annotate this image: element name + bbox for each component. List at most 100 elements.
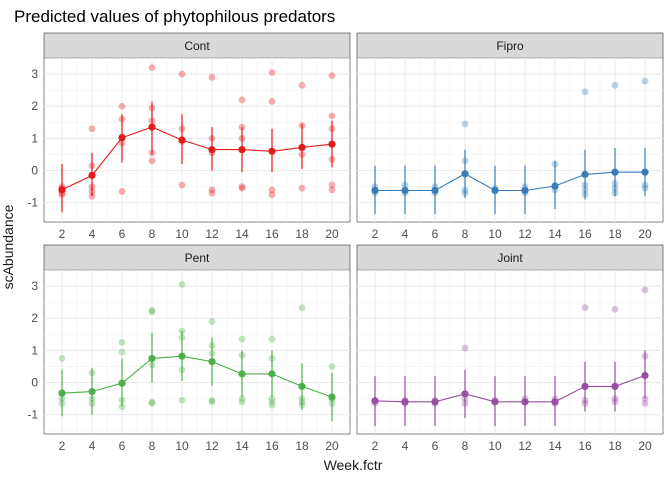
observation-point-cont	[238, 96, 246, 104]
y-tick-label: 1	[31, 131, 38, 145]
fit-point-cont	[328, 140, 336, 148]
facet-strip-joint	[356, 244, 664, 271]
y-axis-label: scAbundance	[0, 204, 16, 289]
fit-point-pent	[118, 379, 126, 387]
facet-strip-pent	[43, 244, 351, 271]
fit-point-pent	[148, 354, 156, 363]
observation-point-cont	[208, 186, 216, 194]
observation-point-pent	[148, 306, 156, 314]
observation-point-pent	[268, 395, 276, 403]
facet-label-cont: Cont	[184, 39, 210, 53]
observation-point-pent	[238, 335, 246, 343]
observation-point-cont	[328, 181, 336, 189]
x-tick-label: 14	[235, 227, 249, 241]
y-tick-label: 0	[31, 376, 38, 390]
facet-label-joint: Joint	[497, 251, 523, 265]
fit-point-pent	[268, 370, 276, 378]
observation-point-cont	[328, 72, 336, 80]
x-tick-label: 18	[295, 227, 309, 241]
x-tick-label: 12	[518, 227, 532, 241]
fit-point-cont	[118, 134, 126, 142]
fit-point-cont	[268, 147, 276, 155]
fit-point-joint	[371, 397, 379, 405]
fit-point-cont	[58, 186, 66, 194]
fit-point-joint	[551, 398, 559, 406]
observation-point-pent	[148, 398, 156, 406]
x-tick-label: 8	[149, 227, 156, 241]
y-tick-label: 1	[31, 343, 38, 357]
fit-point-cont	[298, 143, 306, 151]
observation-point-cont	[238, 183, 246, 191]
observation-point-cont	[208, 189, 216, 197]
observation-point-cont	[178, 70, 186, 78]
fit-point-fipro	[551, 182, 559, 190]
observation-point-pent	[268, 398, 276, 406]
observation-point-pent	[178, 281, 186, 288]
observation-point-fipro	[611, 81, 619, 89]
fit-point-fipro	[461, 170, 469, 178]
observation-point-pent	[238, 398, 246, 406]
x-tick-label: 16	[578, 439, 592, 453]
observation-point-cont	[298, 184, 306, 192]
observation-point-pent	[208, 398, 216, 406]
x-tick-label: 4	[89, 227, 96, 241]
x-tick-label: 4	[402, 439, 409, 453]
observation-point-pent	[178, 396, 186, 404]
x-tick-label: 10	[175, 439, 189, 453]
fit-point-fipro	[611, 168, 619, 176]
observation-point-pent	[58, 355, 66, 362]
x-tick-label: 4	[89, 439, 96, 453]
fit-point-fipro	[431, 186, 439, 195]
y-tick-label: 3	[31, 279, 38, 293]
y-tick-label: 2	[31, 99, 38, 113]
fit-point-cont	[148, 123, 156, 131]
fit-point-fipro	[401, 186, 409, 195]
x-tick-label: 2	[372, 439, 379, 453]
x-tick-label: 14	[548, 439, 562, 453]
fit-point-fipro	[521, 186, 529, 195]
fit-point-cont	[208, 146, 216, 154]
x-tick-label: 10	[488, 439, 502, 453]
observation-point-cont	[178, 181, 186, 189]
x-tick-label: 18	[608, 439, 622, 453]
fit-point-joint	[611, 382, 619, 391]
observation-point-cont	[208, 73, 216, 81]
observation-point-cont	[148, 64, 156, 72]
fit-line-joint	[374, 374, 646, 403]
x-tick-label: 6	[119, 439, 126, 453]
observation-point-fipro	[641, 77, 649, 85]
facet-label-fipro: Fipro	[496, 39, 524, 53]
x-tick-label: 20	[325, 227, 339, 241]
x-tick-label: 2	[59, 439, 66, 453]
observation-point-joint	[611, 305, 619, 313]
observation-point-pent	[238, 395, 246, 403]
fit-point-pent	[88, 387, 96, 396]
observation-point-cont	[268, 191, 276, 199]
observation-point-pent	[148, 308, 156, 316]
fit-line-fipro	[375, 171, 645, 192]
observation-point-cont	[118, 188, 126, 195]
fit-point-fipro	[371, 186, 379, 195]
observation-point-cont	[238, 184, 246, 192]
x-tick-label: 2	[372, 227, 379, 241]
x-tick-label: 8	[462, 439, 469, 453]
fit-point-pent	[58, 389, 66, 397]
fit-line-pent	[61, 355, 333, 398]
observation-point-pent	[148, 400, 156, 407]
x-tick-label: 6	[432, 227, 439, 241]
x-tick-label: 20	[325, 439, 339, 453]
fit-line-cont	[61, 126, 333, 191]
y-tick-label: 3	[31, 67, 38, 81]
x-tick-label: 6	[432, 439, 439, 453]
x-tick-label: 12	[518, 439, 532, 453]
y-tick-label: -1	[27, 408, 38, 422]
observation-point-pent	[208, 318, 216, 325]
observation-point-cont	[268, 69, 276, 76]
fit-point-pent	[238, 370, 246, 378]
x-tick-label: 16	[578, 227, 592, 241]
facet-strip-cont	[43, 32, 351, 59]
observation-point-cont	[328, 186, 336, 194]
x-tick-label: 12	[205, 439, 219, 453]
